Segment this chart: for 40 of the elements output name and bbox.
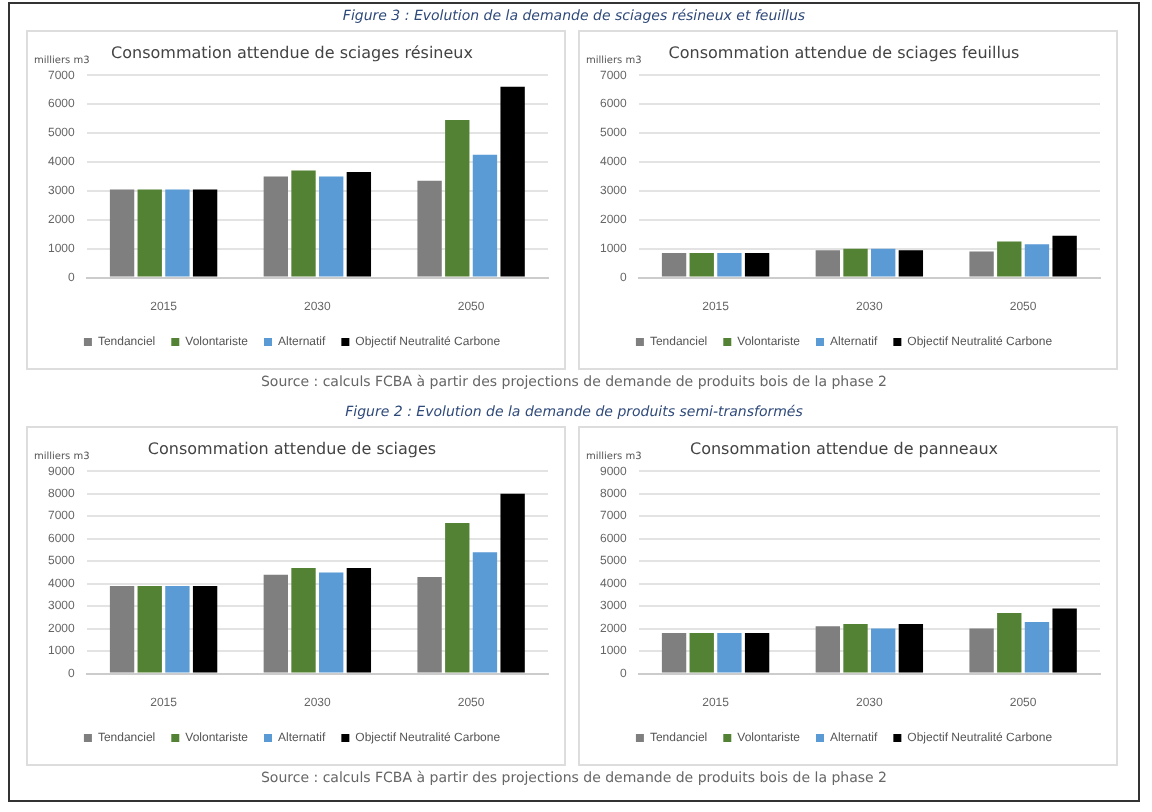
bar	[319, 176, 344, 277]
bar	[717, 633, 742, 673]
bar	[500, 493, 525, 673]
bar	[192, 585, 218, 673]
bar	[137, 189, 162, 277]
bar	[192, 189, 218, 277]
bar	[472, 154, 498, 277]
bar	[165, 585, 190, 673]
bar	[165, 189, 190, 277]
bar	[898, 624, 924, 673]
chart-title: Consommation attendue de sciages résineux	[111, 43, 474, 62]
bar	[445, 120, 470, 277]
bar	[1052, 608, 1077, 673]
bar	[689, 633, 714, 673]
bar	[661, 633, 687, 673]
bar	[500, 86, 525, 277]
chart-title: Consommation attendue de panneaux	[689, 439, 999, 458]
bar	[291, 170, 316, 277]
bar	[263, 176, 289, 277]
chart-title: Consommation attendue de sciages feuillus	[668, 43, 1020, 62]
bar	[109, 189, 135, 277]
bar	[346, 567, 372, 673]
chart-title: Consommation attendue de sciages	[147, 439, 437, 458]
bar	[319, 572, 344, 673]
bar	[871, 628, 896, 673]
bar	[291, 567, 316, 673]
bar	[109, 585, 135, 673]
bar	[744, 633, 770, 673]
bar	[445, 522, 470, 673]
bar	[969, 628, 994, 673]
bar	[417, 576, 442, 673]
bar	[1024, 621, 1050, 673]
bar	[815, 626, 841, 673]
bar	[997, 612, 1022, 673]
bar	[137, 585, 162, 673]
bar	[417, 180, 442, 277]
bar	[263, 574, 289, 673]
bar	[472, 552, 498, 673]
bar	[346, 172, 372, 277]
bar	[843, 624, 868, 673]
